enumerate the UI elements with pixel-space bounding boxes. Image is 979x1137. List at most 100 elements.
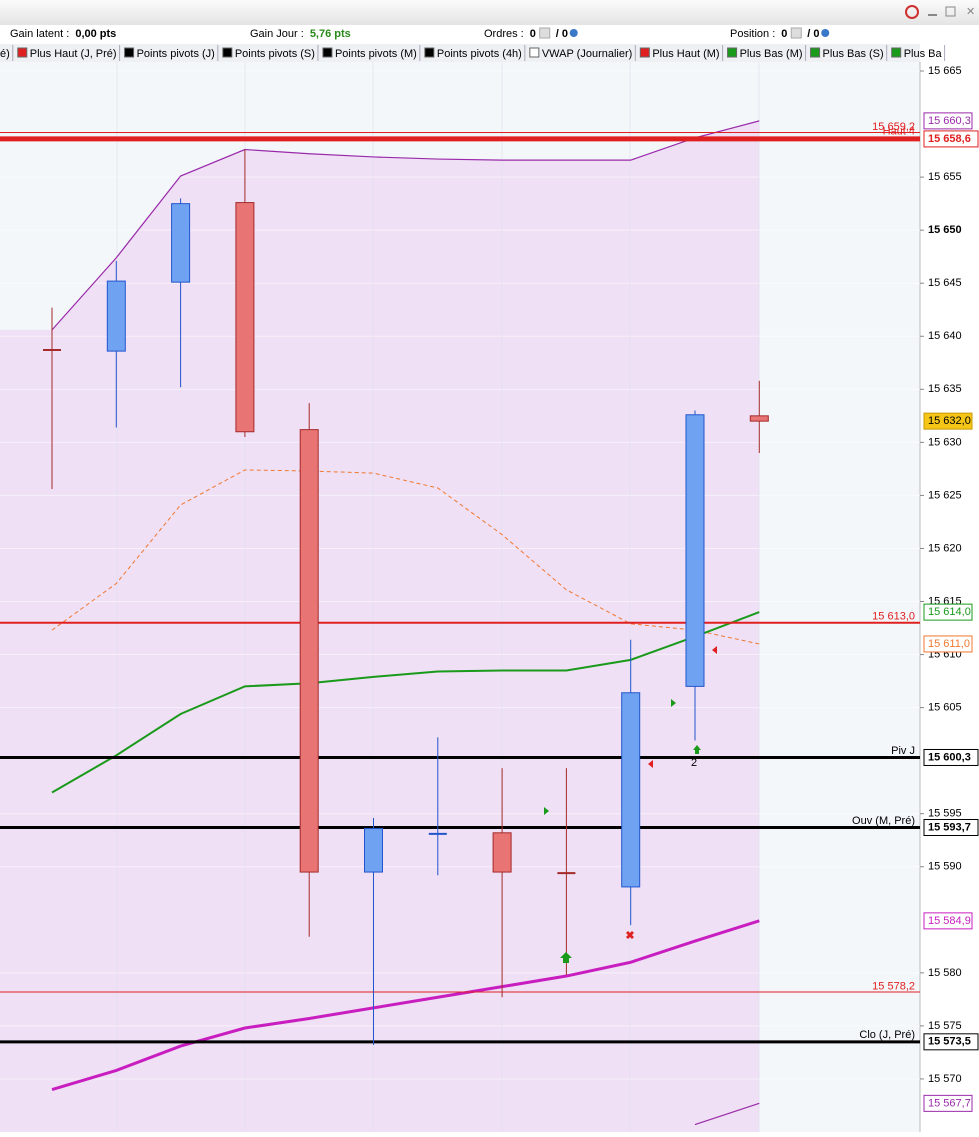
icon [539, 27, 551, 39]
series-box [923, 912, 973, 930]
legend-tab[interactable]: é) [0, 45, 14, 61]
legend-tab[interactable]: Plus Bas (S) [810, 45, 888, 61]
level-text: 15 578,2 [872, 980, 915, 992]
legend-tab[interactable]: Points pivots (S) [222, 45, 319, 61]
legend-text: Plus Haut (J, Pré) [30, 48, 117, 60]
y-tick-label: 15 625 [928, 489, 962, 501]
candle-body [621, 692, 641, 888]
refresh-icon[interactable] [905, 5, 919, 19]
window-buttons[interactable]: ✕ [905, 5, 975, 19]
y-tick-label: 15 640 [928, 330, 962, 342]
maximize[interactable] [945, 6, 956, 17]
marker-arrow [560, 952, 572, 963]
settings-icon[interactable] [821, 29, 830, 37]
legend-text: é) [0, 48, 10, 60]
series-box [923, 603, 973, 621]
last-price-text: 15 632,0 [928, 415, 971, 427]
marker [712, 646, 717, 654]
legend-tab[interactable]: Plus Haut (J, Pré) [17, 45, 121, 61]
legend-text: Points pivots (J) [137, 48, 215, 60]
y-tick-label: 15 665 [928, 65, 962, 77]
legend-swatch [727, 47, 738, 58]
toolbar [0, 25, 979, 44]
legend-tab[interactable]: Points pivots (M) [322, 45, 421, 61]
candle-body [685, 414, 705, 687]
annotation: 2 [691, 757, 697, 769]
indicator-line [51, 919, 760, 1091]
indicator-line [694, 1102, 760, 1126]
legend-swatch [17, 47, 28, 58]
series-box [923, 1094, 973, 1112]
legend-swatch [810, 47, 821, 58]
indicator-line [51, 611, 760, 794]
series-box-text: 15 567,7 [928, 1097, 971, 1109]
toolbar-extra: / 0 [556, 28, 568, 40]
legend-tab[interactable]: Points pivots (J) [124, 45, 219, 61]
series-box-text: 15 584,9 [928, 915, 971, 927]
series-box [923, 112, 973, 130]
legend-tab[interactable]: Plus Bas (M) [727, 45, 807, 61]
level-text: 15 613,0 [872, 611, 915, 623]
y-tick-label: 15 595 [928, 808, 962, 820]
y-tick-label: 15 630 [928, 436, 962, 448]
legend-text: VWAP (Journalier) [542, 48, 632, 60]
title-bar [0, 0, 979, 25]
y-tick-label: 15 645 [928, 277, 962, 289]
y-tick-label: 15 635 [928, 383, 962, 395]
toolbar-value: 5,76 pts [310, 28, 351, 40]
level-text: 15 659,2 [872, 121, 915, 133]
settings-icon[interactable] [569, 29, 578, 37]
legend-tab[interactable]: Plus Haut (M) [639, 45, 724, 61]
level-text: Clo (J, Pré) [859, 1029, 915, 1041]
toolbar-value: 0 [530, 28, 536, 40]
marker-x: ✖ [625, 930, 634, 942]
y-tick-label: 15 575 [928, 1020, 962, 1032]
y-tick-label: 15 620 [928, 542, 962, 554]
minimize[interactable] [928, 14, 937, 16]
price-box-text: 15 658,6 [928, 133, 971, 145]
legend-text: Plus Ba [904, 48, 943, 60]
price-box [923, 130, 979, 148]
last-price-box [923, 412, 973, 430]
legend-tab[interactable]: VWAP (Journalier) [529, 45, 636, 61]
legend-text: Points pivots (S) [235, 48, 315, 60]
candle-body [749, 415, 769, 422]
marker-arrow [693, 745, 701, 754]
band-fill [0, 120, 760, 1133]
toolbar-value: 0 [781, 28, 787, 40]
toolbar-extra: / 0 [807, 28, 819, 40]
price-box [923, 748, 979, 766]
y-tick-label: 15 605 [928, 702, 962, 714]
legend-tab[interactable]: Plus Ba [891, 45, 946, 61]
toolbar-label: Gain latent : [10, 28, 69, 40]
candle-body [364, 828, 383, 873]
candle-body [171, 203, 191, 283]
legend-swatch [124, 47, 135, 58]
legend-swatch [529, 47, 540, 58]
y-tick-label: 15 655 [928, 171, 962, 183]
legend-text: Plus Bas (M) [740, 48, 803, 60]
y-tick-label: 15 580 [928, 967, 962, 979]
candle-body [299, 429, 319, 873]
legend-text: Points pivots (4h) [437, 48, 522, 60]
icon [790, 27, 802, 39]
toolbar-label: Ordres : [484, 28, 524, 40]
level-text: Ouv (M, Pré) [852, 815, 915, 827]
price-box-text: 15 593,7 [928, 821, 971, 833]
candle-body [235, 202, 255, 433]
legend-swatch [222, 47, 233, 58]
price-box-text: 15 573,5 [928, 1036, 971, 1048]
indicator-line [51, 120, 760, 331]
legend-tab[interactable]: Points pivots (4h) [424, 45, 526, 61]
level-text: Piv J [891, 745, 915, 757]
series-box-text: 15 611,0 [928, 638, 970, 650]
toolbar-label: Gain Jour : [250, 28, 304, 40]
price-axis [920, 62, 979, 1132]
legend-swatch [322, 47, 333, 58]
close[interactable]: ✕ [966, 6, 975, 18]
toolbar-value: 0,00 pts [75, 28, 116, 40]
marker [648, 760, 653, 768]
price-box [923, 818, 979, 836]
legend-text: Plus Bas (S) [823, 48, 884, 60]
